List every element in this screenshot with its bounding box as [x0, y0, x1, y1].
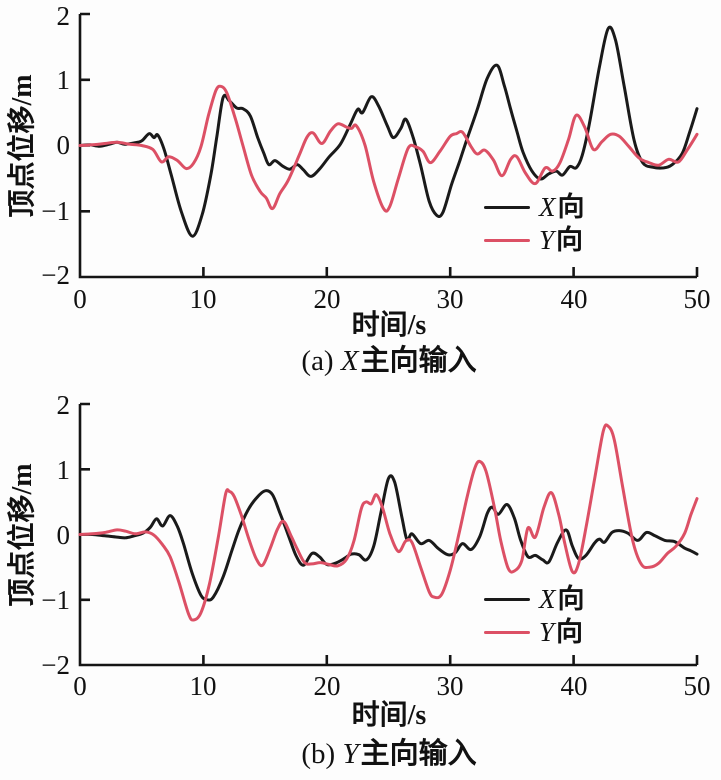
y-tick-label: 2 [56, 1, 71, 31]
legend-label: X向 [539, 584, 585, 614]
x-tick-label: 40 [560, 284, 588, 314]
y-tick-label: −1 [41, 585, 70, 615]
caption-index: (a) [301, 345, 341, 377]
y-tick-label: −2 [41, 650, 70, 680]
caption-variable: X [340, 345, 359, 377]
x-tick-label: 10 [189, 284, 217, 314]
y-tick-label: −1 [41, 196, 70, 226]
legend-entry-y-direction: Y向 [484, 616, 585, 649]
caption-variable: Y [342, 738, 359, 770]
y-tick-label: 1 [56, 455, 71, 485]
x-tick-label: 30 [436, 671, 464, 701]
x-tick-label: 40 [560, 671, 588, 701]
subplot-a-x-axis-title: 时间/s [351, 310, 427, 341]
x-tick-label: 50 [683, 284, 711, 314]
x-tick-label: 20 [313, 284, 341, 314]
subplot-b-y-direction-curve [78, 423, 699, 622]
subplot-b-legend: X向 Y向 [484, 583, 585, 649]
caption-index: (b) [301, 738, 343, 770]
x-tick-label: 30 [436, 284, 464, 314]
legend-entry-x-direction: X向 [484, 191, 585, 224]
x-tick-label: 0 [73, 671, 87, 701]
x-tick-label: 0 [73, 284, 87, 314]
legend-entry-y-direction: Y向 [484, 224, 585, 257]
y-tick-label: −2 [41, 260, 70, 290]
y-tick-label: 0 [56, 520, 71, 550]
caption-text: 主向输入 [360, 345, 477, 377]
subplot-b-caption: (b) Y主向输入 [229, 737, 549, 771]
x-direction-line-swatch [484, 206, 530, 209]
y-tick-label: 1 [56, 65, 71, 95]
legend-label: Y向 [539, 225, 584, 255]
y-tick-label: 0 [56, 130, 71, 160]
subplot-b-x-axis-title: 时间/s [351, 700, 427, 731]
legend-entry-x-direction: X向 [484, 583, 585, 616]
y-tick-label: 2 [56, 390, 71, 420]
legend-label: Y向 [539, 617, 584, 647]
subplot-b-axes [78, 402, 699, 667]
x-tick-label: 10 [189, 671, 217, 701]
y-direction-line-swatch [484, 631, 530, 634]
subplot-a-y-direction-curve [78, 84, 699, 213]
subplot-b-x-direction-curve [78, 474, 699, 602]
x-tick-label: 50 [683, 671, 711, 701]
y-direction-line-swatch [484, 239, 530, 242]
subplot-a-caption: (a) X主向输入 [229, 344, 549, 378]
subplot-a-legend: X向 Y向 [484, 191, 585, 257]
legend-label: X向 [539, 192, 585, 222]
caption-text: 主向输入 [360, 738, 477, 770]
subplot-a-x-direction-curve [78, 25, 699, 238]
x-direction-line-swatch [484, 598, 530, 601]
subplot-a-axes [78, 12, 699, 279]
x-tick-label: 20 [313, 671, 341, 701]
